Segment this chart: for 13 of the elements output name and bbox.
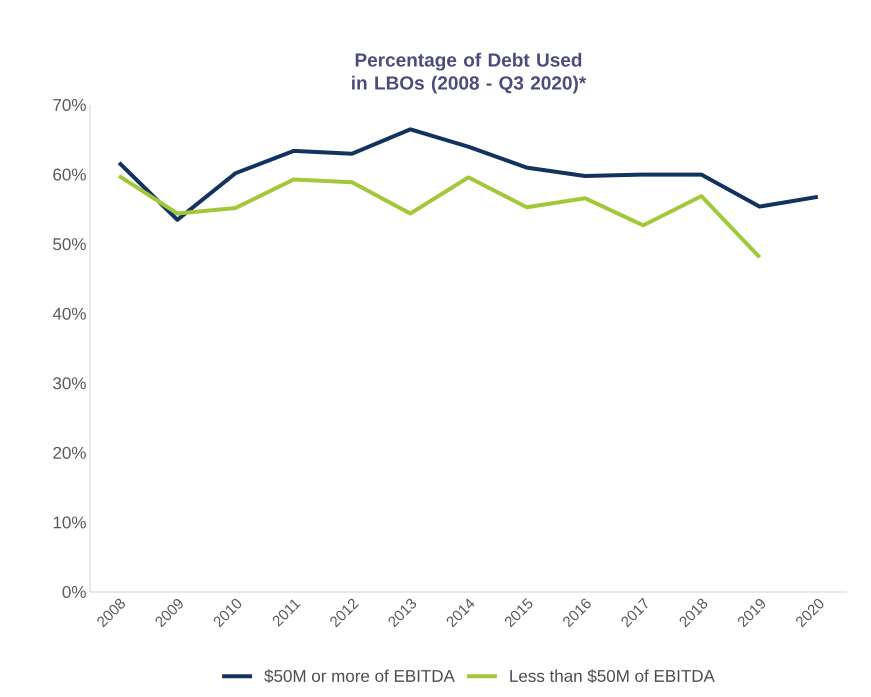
y-tick-label: 20%	[53, 446, 86, 459]
y-tick-label: 30%	[53, 377, 86, 390]
y-tick-label: 70%	[53, 98, 86, 112]
legend-label: $50M or more of EBITDA	[264, 669, 455, 684]
y-tick-label: 40%	[52, 308, 86, 320]
line-series	[117, 174, 762, 260]
legend-label: Less than $50M of EBITDA	[510, 669, 715, 684]
y-tick-label: 0%	[62, 586, 86, 598]
y-tick-label: 50%	[53, 238, 86, 250]
y-tick-label: 10%	[54, 516, 86, 528]
line-series	[117, 127, 820, 222]
y-tick-label: 60%	[53, 168, 86, 181]
chart-title: Percentage of Debt Used in LBOs (2008 - Q3 2020)*	[352, 52, 586, 94]
